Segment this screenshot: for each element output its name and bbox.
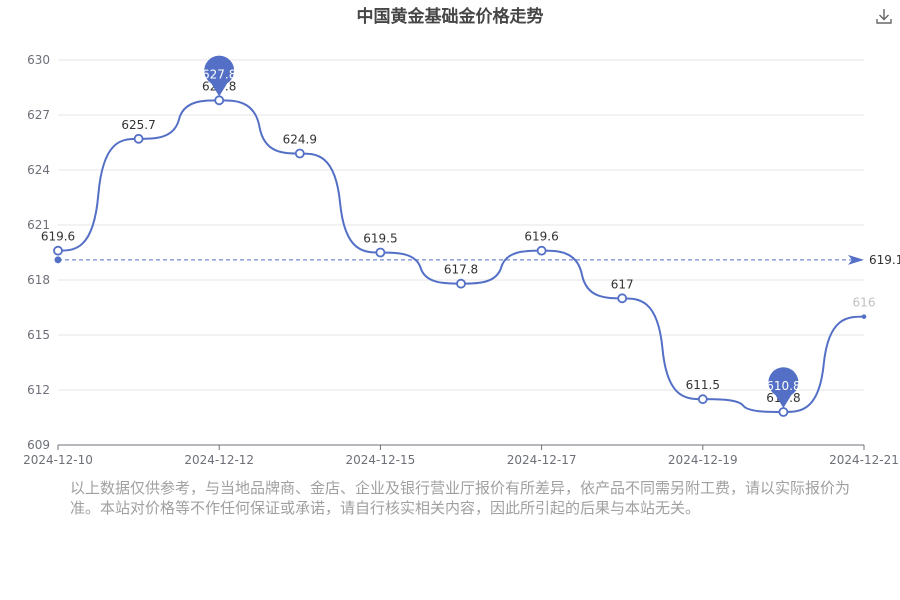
- average-arrow: [848, 254, 864, 265]
- data-label: 617: [611, 277, 634, 291]
- disclaimer-text: 以上数据仅供参考，与当地品牌商、金店、企业及银行营业厅报价有所差异，依产品不同需…: [70, 479, 851, 517]
- data-label: 619.6: [524, 230, 558, 244]
- data-label: 611.5: [686, 378, 720, 392]
- x-tick-label: 2024-12-19: [668, 453, 738, 467]
- data-point: [133, 133, 144, 144]
- x-tick-label: 2024-12-15: [346, 453, 416, 467]
- chart-title: 中国黄金基础金价格走势: [356, 7, 544, 27]
- download-icon[interactable]: [874, 6, 894, 26]
- y-tick-label: 615: [27, 328, 50, 342]
- x-tick-label: 2024-12-10: [23, 453, 93, 467]
- data-point: [456, 278, 466, 289]
- average-start-dot: [54, 256, 62, 264]
- x-axis: 2024-12-10 2024-12-12 2024-12-15 2024-12-17…: [23, 444, 899, 467]
- y-axis: 609 612 615 618 621 624 627 630: [27, 53, 50, 452]
- y-tick-label: 624: [27, 163, 50, 177]
- data-point: [778, 407, 789, 417]
- data-point: [53, 245, 63, 256]
- x-tick-label: 2024-12-12: [184, 453, 254, 467]
- y-tick-label: 609: [27, 438, 50, 452]
- data-label: 619.5: [363, 232, 397, 246]
- x-tick-label: 2024-12-21: [829, 453, 899, 467]
- data-point: [214, 95, 225, 106]
- pin-marker: [204, 55, 235, 97]
- x-tick-label: 2024-12-17: [507, 453, 577, 467]
- average-line: 619.1: [54, 253, 900, 267]
- data-label: 616: [853, 296, 876, 310]
- data-point: [375, 247, 386, 258]
- y-tick-label: 627: [27, 108, 50, 122]
- y-tick-label: 621: [27, 218, 50, 232]
- data-point: [294, 148, 305, 159]
- data-label: 617.8: [444, 263, 478, 277]
- grid-lines: [58, 59, 864, 391]
- data-label: 619.6: [41, 230, 75, 244]
- data-label: 625.7: [121, 118, 155, 132]
- data-label: 624.9: [283, 133, 317, 147]
- data-labels: 619.6625.7627.8624.9619.5617.8619.661761…: [41, 79, 876, 405]
- data-point: [536, 245, 547, 256]
- data-point: [861, 314, 867, 319]
- pin-marker-label: 627.8: [202, 67, 236, 81]
- y-tick-label: 630: [27, 53, 50, 67]
- pin-marker-label: 610.8: [766, 379, 800, 393]
- y-tick-label: 618: [27, 273, 50, 287]
- series-line: [57, 99, 865, 414]
- average-label: 619.1: [869, 253, 900, 267]
- data-point: [697, 394, 708, 405]
- series-path: [57, 99, 865, 414]
- extreme-markers: 627.8 610.8: [202, 55, 801, 408]
- data-points: [53, 95, 867, 417]
- y-tick-label: 612: [27, 383, 50, 397]
- data-point: [617, 293, 628, 304]
- pin-marker: [768, 367, 799, 408]
